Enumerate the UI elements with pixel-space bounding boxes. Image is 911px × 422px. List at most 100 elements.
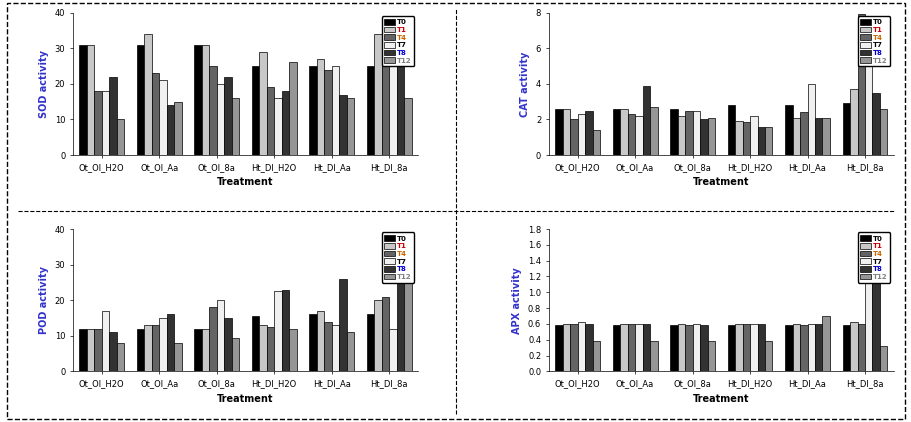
- Bar: [151, 73, 159, 155]
- Bar: [642, 324, 650, 371]
- Bar: [201, 329, 209, 371]
- Bar: [144, 325, 151, 371]
- Bar: [872, 241, 879, 371]
- Bar: [577, 114, 585, 155]
- Bar: [159, 80, 167, 155]
- Bar: [727, 325, 734, 371]
- Bar: [339, 279, 346, 371]
- Bar: [764, 127, 772, 155]
- Bar: [627, 114, 634, 155]
- Bar: [224, 77, 231, 155]
- Bar: [259, 325, 266, 371]
- Bar: [389, 45, 396, 155]
- Bar: [799, 112, 806, 155]
- Bar: [323, 70, 332, 155]
- Bar: [102, 311, 109, 371]
- Bar: [281, 289, 289, 371]
- Bar: [109, 77, 117, 155]
- Bar: [231, 98, 239, 155]
- Bar: [374, 300, 381, 371]
- Bar: [822, 118, 829, 155]
- Y-axis label: SOD activity: SOD activity: [39, 50, 49, 118]
- Bar: [309, 66, 316, 155]
- Bar: [94, 329, 102, 371]
- Bar: [209, 66, 217, 155]
- Bar: [569, 119, 577, 155]
- Bar: [707, 118, 714, 155]
- Legend: T0, T1, T4, T7, T8, T12: T0, T1, T4, T7, T8, T12: [382, 233, 414, 283]
- Bar: [137, 45, 144, 155]
- Bar: [849, 89, 856, 155]
- Legend: T0, T1, T4, T7, T8, T12: T0, T1, T4, T7, T8, T12: [382, 16, 414, 66]
- Bar: [799, 325, 806, 371]
- Bar: [592, 341, 599, 371]
- Bar: [259, 52, 266, 155]
- Bar: [109, 332, 117, 371]
- Bar: [634, 116, 642, 155]
- Bar: [757, 324, 764, 371]
- Bar: [87, 329, 94, 371]
- Bar: [346, 332, 353, 371]
- Bar: [555, 325, 562, 371]
- Bar: [856, 14, 864, 155]
- Bar: [727, 105, 734, 155]
- Bar: [677, 116, 684, 155]
- Bar: [700, 119, 707, 155]
- Bar: [784, 325, 792, 371]
- Bar: [224, 318, 231, 371]
- Bar: [670, 325, 677, 371]
- Bar: [691, 111, 700, 155]
- Bar: [792, 324, 799, 371]
- Bar: [612, 109, 619, 155]
- Bar: [217, 300, 224, 371]
- Y-axis label: POD activity: POD activity: [39, 266, 49, 334]
- Bar: [734, 324, 742, 371]
- Bar: [650, 341, 657, 371]
- Bar: [209, 307, 217, 371]
- Bar: [864, 235, 872, 371]
- Bar: [677, 324, 684, 371]
- Bar: [194, 45, 201, 155]
- Bar: [822, 316, 829, 371]
- Bar: [691, 324, 700, 371]
- Bar: [289, 329, 296, 371]
- Bar: [309, 314, 316, 371]
- Bar: [585, 111, 592, 155]
- Bar: [87, 45, 94, 155]
- Bar: [856, 324, 864, 371]
- Bar: [555, 109, 562, 155]
- Bar: [749, 116, 757, 155]
- Bar: [366, 66, 374, 155]
- Bar: [842, 103, 849, 155]
- Bar: [707, 341, 714, 371]
- Bar: [700, 325, 707, 371]
- Bar: [174, 102, 181, 155]
- Bar: [742, 324, 749, 371]
- Y-axis label: APX activity: APX activity: [512, 267, 522, 333]
- Bar: [217, 84, 224, 155]
- Bar: [346, 98, 353, 155]
- Legend: T0, T1, T4, T7, T8, T12: T0, T1, T4, T7, T8, T12: [856, 233, 889, 283]
- Bar: [814, 118, 822, 155]
- Bar: [332, 325, 339, 371]
- Bar: [627, 324, 634, 371]
- Bar: [396, 66, 404, 155]
- Bar: [339, 95, 346, 155]
- Bar: [619, 109, 627, 155]
- Bar: [806, 324, 814, 371]
- Bar: [396, 257, 404, 371]
- Bar: [266, 327, 274, 371]
- Bar: [174, 343, 181, 371]
- Bar: [117, 119, 124, 155]
- X-axis label: Treatment: Treatment: [217, 394, 273, 403]
- Bar: [381, 45, 389, 155]
- Bar: [764, 341, 772, 371]
- Bar: [650, 107, 657, 155]
- Bar: [251, 316, 259, 371]
- Bar: [274, 291, 281, 371]
- Bar: [316, 59, 323, 155]
- Bar: [94, 91, 102, 155]
- Bar: [374, 34, 381, 155]
- Bar: [366, 314, 374, 371]
- Bar: [577, 322, 585, 371]
